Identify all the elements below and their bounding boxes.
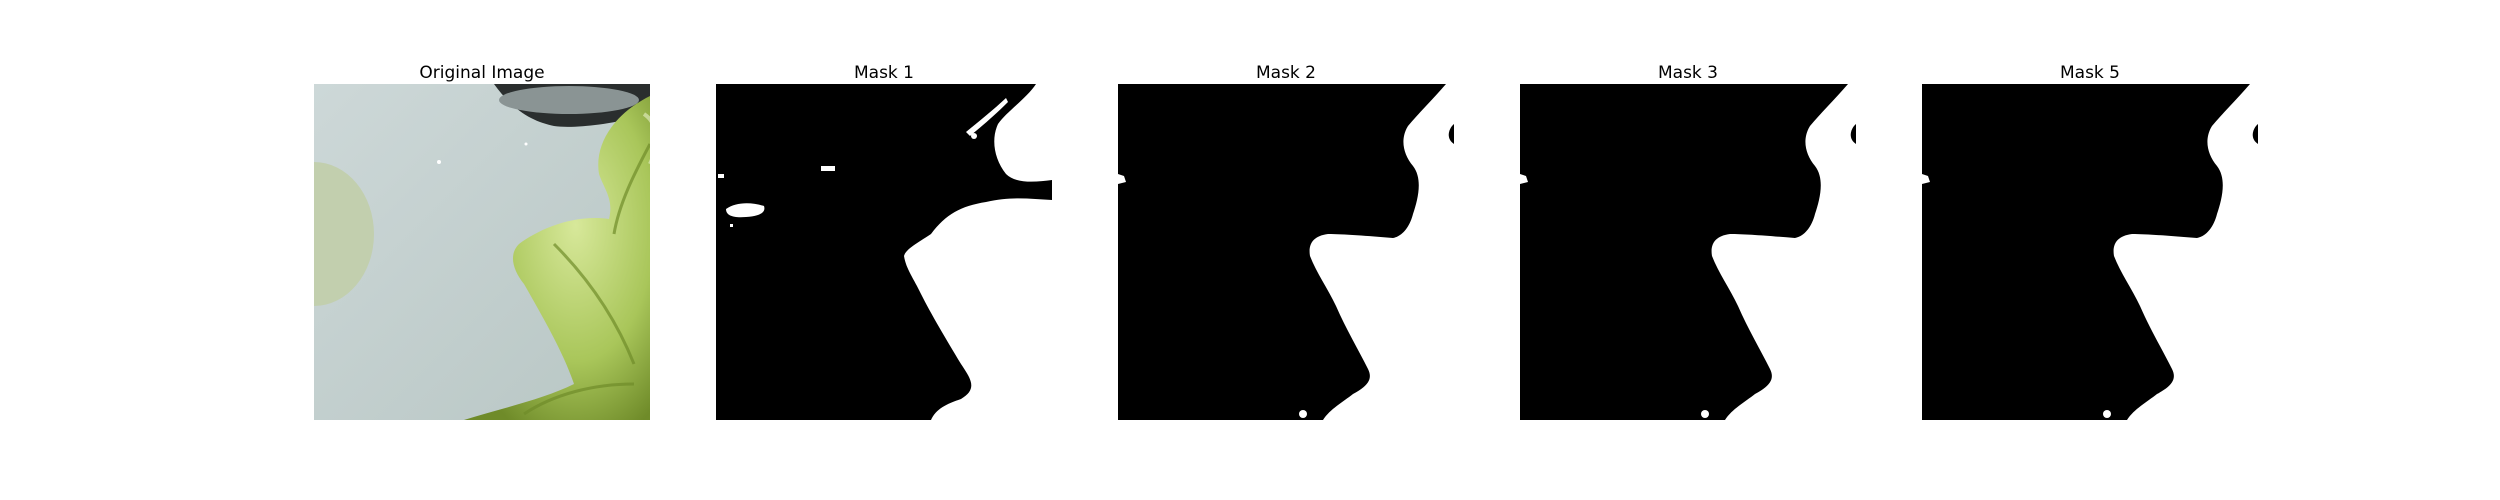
panel-mask-2: Mask 2 [1118, 62, 1454, 420]
panel-mask-1: Mask 1 [716, 62, 1052, 420]
mask-image [716, 84, 1052, 420]
panel-title: Original Image [419, 63, 545, 83]
panel-title: Mask 1 [853, 63, 914, 83]
original-image [314, 84, 650, 420]
panel-title: Mask 2 [1255, 63, 1316, 83]
panel-mask-5: Mask 5 [1922, 62, 2258, 420]
panel-title: Mask 3 [1657, 63, 1718, 83]
mask-image [1922, 84, 2258, 420]
panel-title: Mask 5 [2059, 63, 2120, 83]
panel-original-image: Original Image [314, 62, 650, 420]
mask-image [1118, 84, 1454, 420]
panel-mask-3: Mask 3 [1520, 62, 1856, 420]
mask-image [1520, 84, 1856, 420]
